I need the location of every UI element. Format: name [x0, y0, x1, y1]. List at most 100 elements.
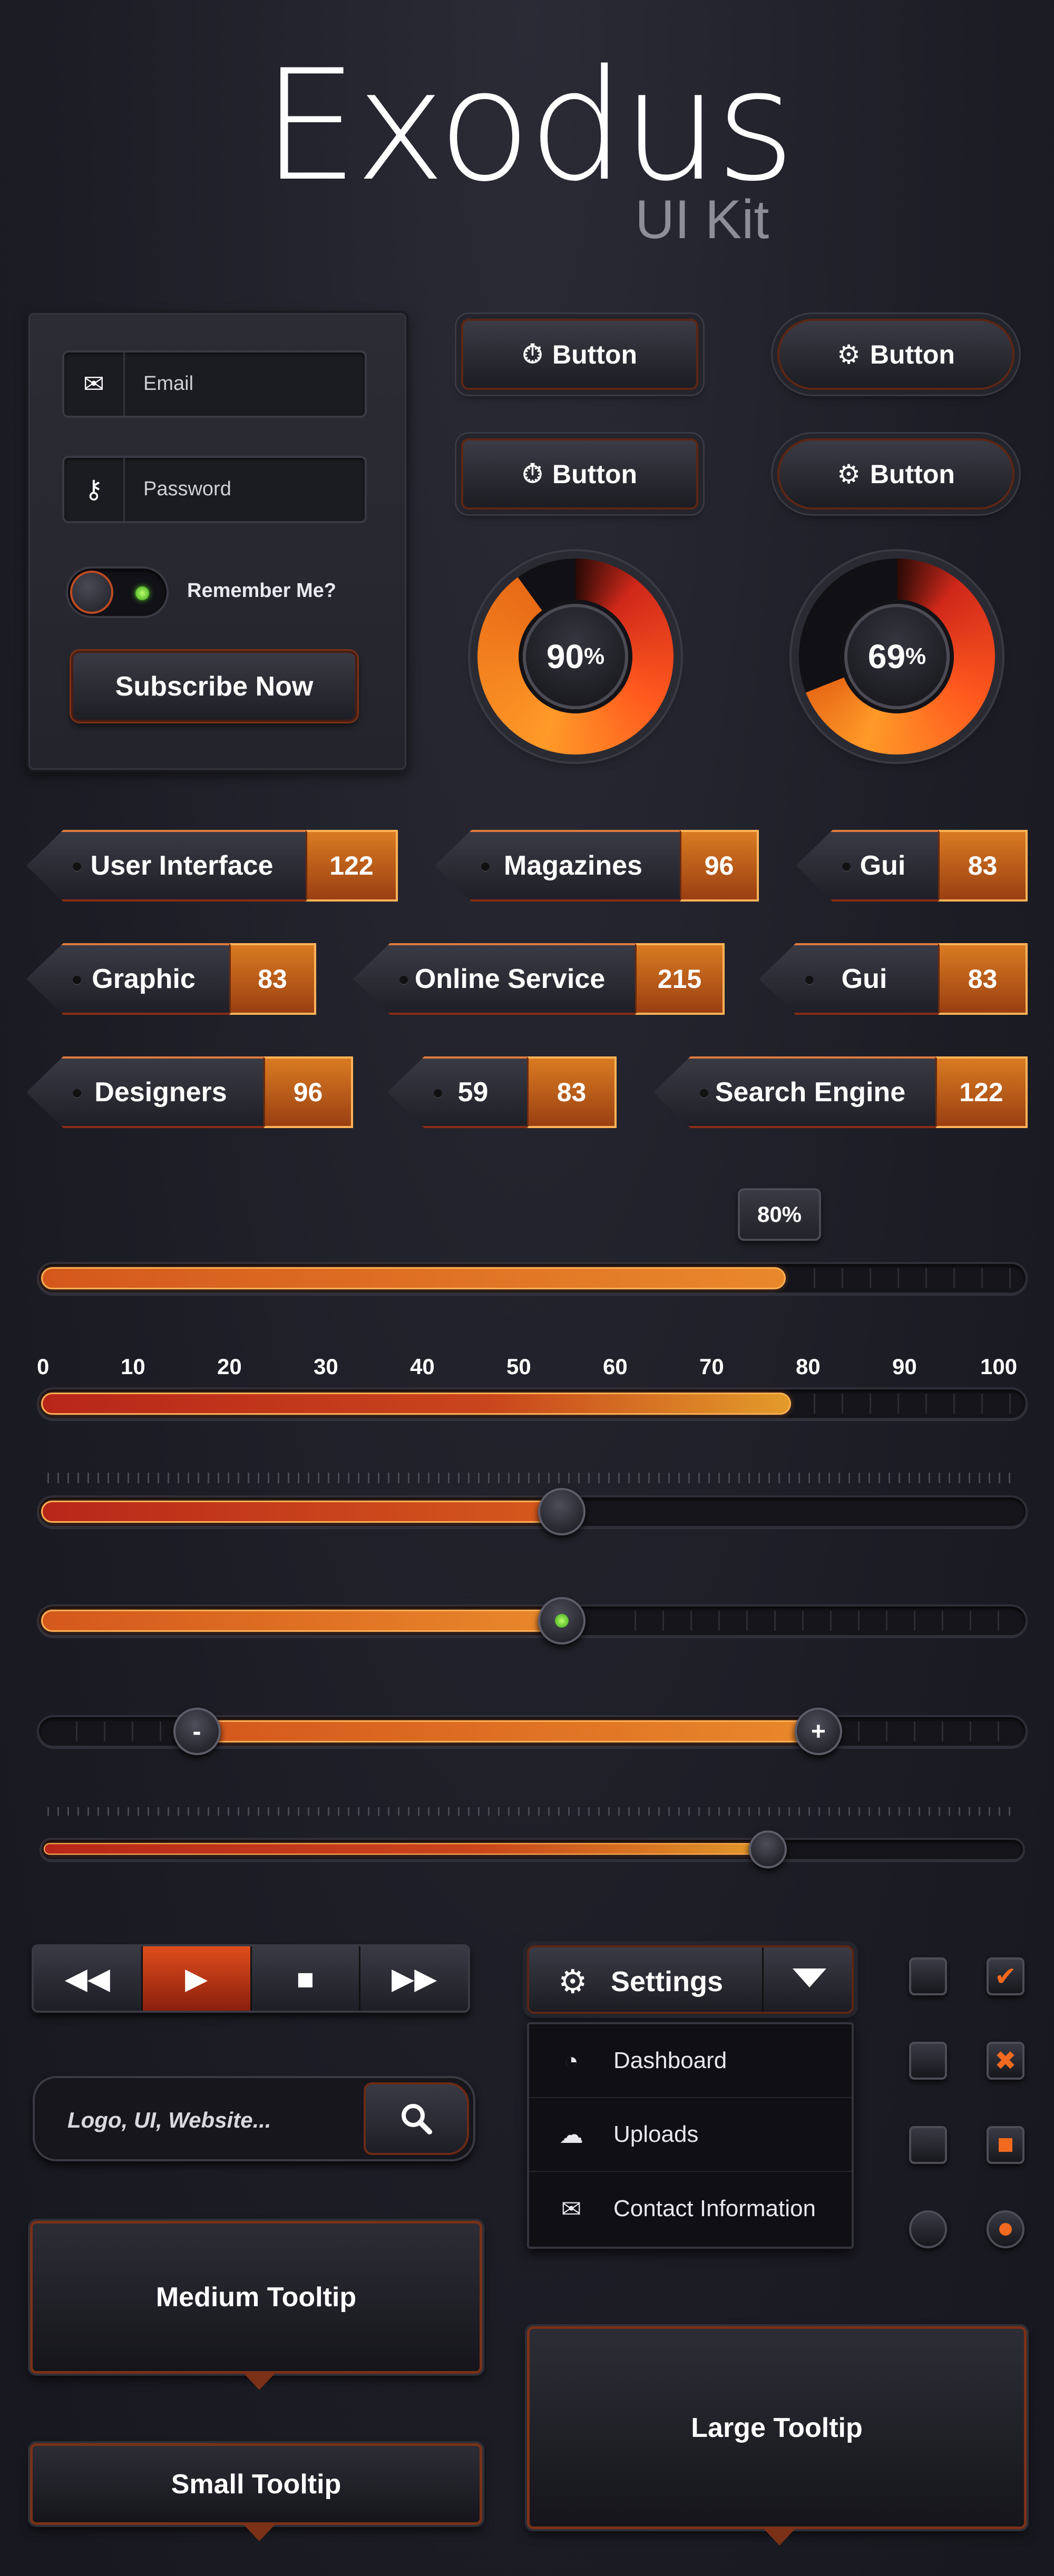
slider-handle[interactable]: [538, 1488, 586, 1535]
tag-59[interactable]: 59 83: [387, 1056, 617, 1128]
scale-label: 20: [217, 1354, 242, 1379]
slider-handle[interactable]: [748, 1830, 787, 1868]
gauge-center: 90%: [523, 604, 628, 709]
small-tooltip: Small Tooltip: [30, 2443, 482, 2541]
menu-item-uploads[interactable]: ☁ Uploads: [529, 2098, 852, 2172]
button-label: Button: [552, 339, 638, 369]
tooltip-arrow: [763, 2528, 796, 2545]
tooltip-arrow: [242, 2523, 276, 2541]
cross-icon: ✖: [994, 2046, 1017, 2075]
gauge-center: 69%: [844, 604, 950, 709]
tag-online-service[interactable]: Online Service 215: [353, 943, 725, 1015]
tag-gui-2[interactable]: Gui 83: [759, 943, 1028, 1015]
password-field[interactable]: ⚷ Password: [62, 456, 367, 523]
rewind-button[interactable]: ◀◀: [34, 1946, 143, 2011]
slider-orange[interactable]: [37, 1597, 1028, 1644]
radio-unselected[interactable]: [909, 2210, 947, 2248]
gear-icon: ⚙: [558, 1964, 588, 2000]
tag-designers[interactable]: Designers 96: [26, 1056, 353, 1128]
tick-marks: [47, 1807, 1017, 1816]
slider-thin[interactable]: [40, 1830, 1025, 1868]
stop-button[interactable]: ■: [251, 1946, 361, 2011]
menu-item-contact[interactable]: ✉ Contact Information: [529, 2172, 852, 2246]
progress-value-bubble: 80%: [738, 1188, 821, 1241]
checkbox-unchecked[interactable]: [909, 2042, 947, 2080]
large-tooltip: Large Tooltip: [527, 2326, 1027, 2545]
checkbox-filled[interactable]: [987, 2126, 1024, 2164]
checkbox-crossed[interactable]: ✖: [987, 2042, 1024, 2080]
tag-search-engine[interactable]: Search Engine 122: [653, 1056, 1028, 1128]
scale-label: 100: [980, 1354, 1018, 1379]
progress-gauge-90: 90%: [477, 559, 674, 755]
slider-handle[interactable]: [538, 1597, 586, 1644]
scale-labels: 0 10 20 30 40 50 60 70 80 90 100: [37, 1354, 1028, 1380]
scale-label: 40: [410, 1354, 435, 1379]
cloud-upload-icon: ☁: [559, 2121, 583, 2148]
radio-dot-icon: [999, 2223, 1012, 2236]
button-label: Button: [870, 339, 955, 369]
email-field[interactable]: ✉ Email: [62, 350, 367, 418]
tag-count: 96: [264, 1056, 353, 1128]
kit-title: Exodus: [261, 37, 795, 215]
media-controls: ◀◀ ▶ ■ ▶▶: [32, 1944, 470, 2013]
scale-label: 50: [506, 1354, 531, 1379]
scale-label: 30: [314, 1354, 338, 1379]
slider-red[interactable]: [37, 1488, 1028, 1535]
radio-selected[interactable]: [987, 2210, 1024, 2248]
range-min-handle[interactable]: -: [173, 1708, 221, 1755]
range-max-handle[interactable]: +: [794, 1708, 842, 1755]
tag-count: 83: [938, 943, 1028, 1015]
tag-magazines[interactable]: Magazines 96: [435, 830, 759, 902]
gear-icon: ⚙: [837, 339, 861, 369]
tag-count: 122: [935, 1056, 1028, 1128]
tag-count: 96: [680, 830, 759, 902]
scale-label: 0: [37, 1354, 50, 1379]
email-placeholder: Email: [143, 373, 194, 395]
settings-dropdown[interactable]: ⚙ Settings: [527, 1945, 854, 2014]
tick-marks: [47, 1473, 1017, 1483]
gear-button-2[interactable]: ⚙ Button: [777, 438, 1014, 510]
checkbox-checked[interactable]: ✔: [987, 1957, 1024, 1995]
button-label: Button: [870, 459, 955, 489]
search-box[interactable]: Logo, UI, Website...: [33, 2076, 475, 2161]
play-icon: ▶: [185, 1962, 208, 1995]
tag-graphic[interactable]: Graphic 83: [26, 943, 316, 1015]
remember-toggle[interactable]: [66, 566, 169, 618]
search-icon: [402, 2104, 432, 2134]
password-placeholder: Password: [143, 478, 231, 500]
menu-item-dashboard[interactable]: ◔ Dashboard: [529, 2024, 852, 2098]
pie-chart-icon: ◔: [564, 2047, 579, 2074]
tag-gui[interactable]: Gui 83: [796, 830, 1028, 902]
gear-button-1[interactable]: ⚙ Button: [777, 319, 1014, 390]
chevron-down-icon[interactable]: [793, 1968, 826, 1987]
slider-fill: [44, 1843, 774, 1855]
range-slider[interactable]: - +: [37, 1708, 1028, 1755]
scale-label: 80: [796, 1354, 821, 1379]
checkmark-icon: ✔: [994, 1962, 1017, 1991]
fast-forward-button[interactable]: ▶▶: [360, 1946, 468, 2011]
checkbox-unchecked[interactable]: [909, 1957, 947, 1995]
remember-label: Remember Me?: [187, 580, 336, 602]
tooltip-arrow: [242, 2372, 276, 2390]
dropdown-divider: [762, 1947, 764, 2012]
kit-subtitle: UI Kit: [635, 189, 769, 250]
scaled-progress-bar: [37, 1387, 1028, 1420]
timer-button-1[interactable]: ⏱ Button: [461, 319, 698, 390]
tag-user-interface[interactable]: User Interface 122: [26, 830, 398, 902]
tag-count: 83: [229, 943, 316, 1015]
dropdown-menu: ◔ Dashboard ☁ Uploads ✉ Contact Information: [527, 2022, 854, 2249]
gear-icon: ⚙: [837, 459, 861, 489]
scale-label: 90: [892, 1354, 917, 1379]
search-button[interactable]: [364, 2082, 469, 2155]
scale-label: 70: [699, 1354, 724, 1379]
checkbox-unchecked[interactable]: [909, 2126, 947, 2164]
play-button[interactable]: ▶: [142, 1946, 252, 2011]
medium-tooltip: Medium Tooltip: [30, 2221, 482, 2390]
progress-gauge-69: 69%: [799, 559, 995, 755]
mail-icon: ✉: [561, 2195, 582, 2222]
search-placeholder: Logo, UI, Website...: [67, 2108, 271, 2132]
timer-button-2[interactable]: ⏱ Button: [461, 438, 698, 510]
subscribe-button[interactable]: Subscribe Now: [71, 651, 357, 722]
mail-icon: ✉: [64, 352, 125, 416]
progress-fill: [41, 1267, 786, 1289]
